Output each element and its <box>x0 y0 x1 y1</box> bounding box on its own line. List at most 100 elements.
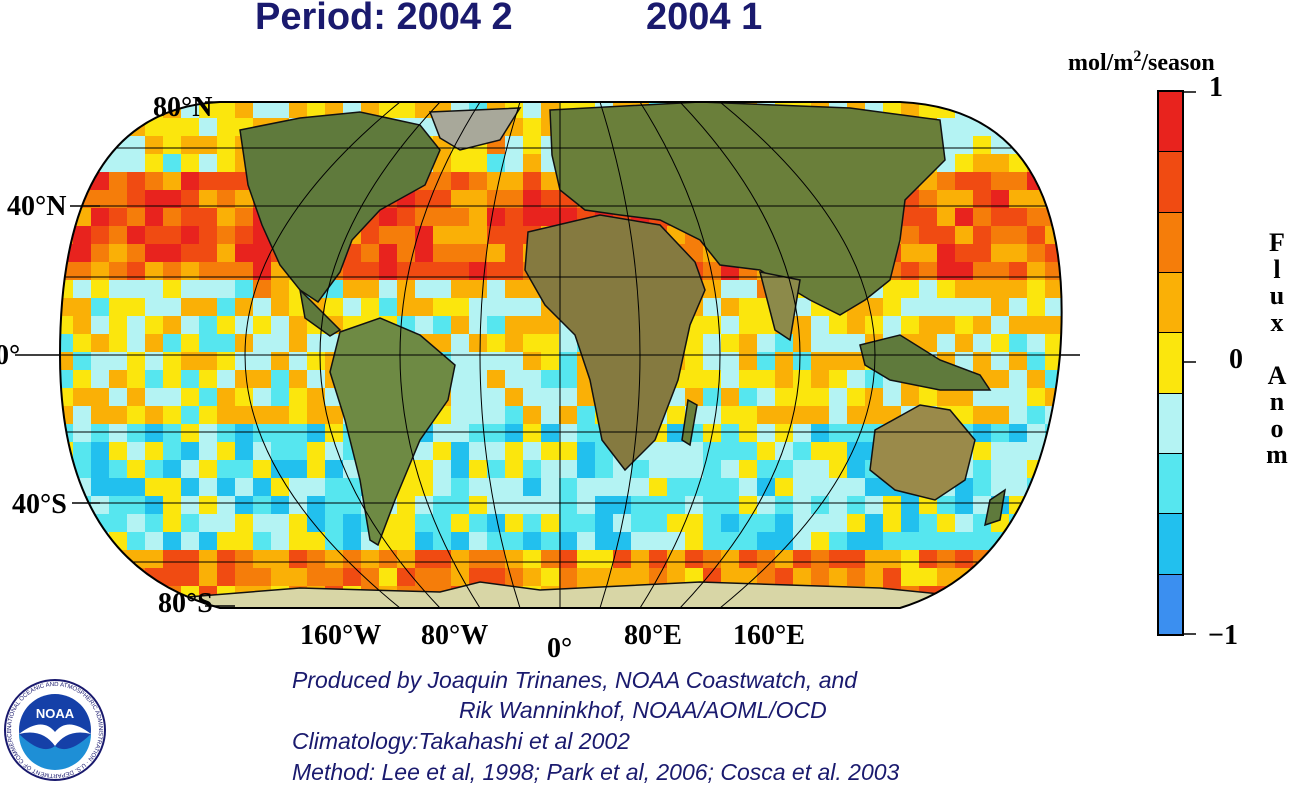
anomaly-cell <box>325 550 343 568</box>
anomaly-cell <box>91 118 109 136</box>
anomaly-cell <box>109 102 127 118</box>
anomaly-cell <box>775 370 793 388</box>
colorbar-segment <box>1159 393 1182 454</box>
anomaly-cell <box>523 136 541 154</box>
anomaly-cell <box>60 568 73 586</box>
anomaly-cell <box>289 334 307 352</box>
anomaly-cell <box>901 298 919 316</box>
anomaly-cell <box>271 406 289 424</box>
anomaly-cell <box>91 262 109 280</box>
anomaly-cell <box>127 406 145 424</box>
seagull-icon <box>19 724 91 746</box>
anomaly-cell <box>415 550 433 568</box>
anomaly-cell <box>127 424 145 442</box>
anomaly-cell <box>199 298 217 316</box>
anomaly-cell <box>235 352 253 370</box>
anomaly-cell <box>1009 514 1027 532</box>
lat-ticks <box>15 101 1080 607</box>
anomaly-cell <box>199 262 217 280</box>
anomaly-cell <box>91 478 109 496</box>
anomaly-cell <box>559 478 577 496</box>
anomaly-cell <box>541 550 559 568</box>
anomaly-cell <box>145 550 163 568</box>
anomaly-cell <box>1009 208 1027 226</box>
anomaly-cell <box>1009 442 1027 460</box>
anomaly-cell <box>505 190 523 208</box>
anomaly-cell <box>811 442 829 460</box>
anomaly-cell <box>199 102 217 118</box>
anomaly-cell <box>883 550 901 568</box>
anomaly-cell <box>415 298 433 316</box>
axis-title-letter: n <box>1269 387 1285 416</box>
anomaly-cell <box>60 424 73 442</box>
anomaly-cell <box>955 136 973 154</box>
anomaly-cell <box>937 496 955 514</box>
anomaly-cell <box>163 388 181 406</box>
anomaly-cell <box>793 424 811 442</box>
anomaly-cell <box>235 532 253 550</box>
anomaly-cell <box>451 442 469 460</box>
anomaly-cell <box>487 514 505 532</box>
anomaly-cell <box>955 262 973 280</box>
anomaly-cell <box>559 334 577 352</box>
anomaly-cell <box>235 514 253 532</box>
anomaly-cell <box>397 226 415 244</box>
anomaly-cell <box>991 424 1009 442</box>
anomaly-cell <box>991 298 1009 316</box>
anomaly-cell <box>163 460 181 478</box>
anomaly-cell <box>721 298 739 316</box>
anomaly-cell <box>1027 604 1045 608</box>
anomaly-cell <box>955 352 973 370</box>
anomaly-cell <box>739 424 757 442</box>
anomaly-cell <box>883 496 901 514</box>
anomaly-cell <box>217 442 235 460</box>
anomaly-cell <box>541 406 559 424</box>
anomaly-cell <box>127 352 145 370</box>
anomaly-cell <box>127 118 145 136</box>
anomaly-cell <box>163 298 181 316</box>
anomaly-cell <box>919 604 937 608</box>
anomaly-cell <box>451 532 469 550</box>
africa <box>524 214 706 472</box>
anomaly-cell <box>955 226 973 244</box>
anomaly-cell <box>541 316 559 334</box>
anomaly-cell <box>937 190 955 208</box>
anomaly-cell <box>991 262 1009 280</box>
anomaly-cell <box>973 298 991 316</box>
anomaly-cell <box>793 478 811 496</box>
greenland <box>428 107 522 151</box>
anomaly-cell <box>235 406 253 424</box>
anomaly-cell <box>127 190 145 208</box>
axis-title-letter: A <box>1267 360 1287 390</box>
anomaly-cell <box>217 460 235 478</box>
anomaly-cell <box>343 280 361 298</box>
anomaly-cell <box>1063 226 1081 244</box>
anomaly-cell <box>415 244 433 262</box>
anomaly-cell <box>541 532 559 550</box>
anomaly-cell <box>145 190 163 208</box>
anomaly-cell <box>181 244 199 262</box>
anomaly-cell <box>91 442 109 460</box>
anomaly-cell <box>973 334 991 352</box>
anomaly-cell <box>847 478 865 496</box>
anomaly-cell <box>289 388 307 406</box>
anomaly-cell <box>901 514 919 532</box>
anomaly-cell <box>451 550 469 568</box>
anomaly-cell <box>901 532 919 550</box>
anomaly-cell <box>361 568 379 586</box>
anomaly-cell <box>361 262 379 280</box>
anomaly-cell <box>739 514 757 532</box>
anomaly-cell <box>1027 514 1045 532</box>
anomaly-cell <box>91 550 109 568</box>
anomaly-cell <box>541 568 559 586</box>
anomaly-cell <box>145 478 163 496</box>
anomaly-cell <box>793 298 811 316</box>
anomaly-cell <box>829 460 847 478</box>
anomaly-cell <box>127 244 145 262</box>
anomaly-cell <box>1027 568 1045 586</box>
anomaly-cell <box>109 334 127 352</box>
anomaly-cell <box>199 406 217 424</box>
anomaly-cell <box>973 532 991 550</box>
anomaly-cell <box>199 208 217 226</box>
anomaly-cell <box>973 460 991 478</box>
